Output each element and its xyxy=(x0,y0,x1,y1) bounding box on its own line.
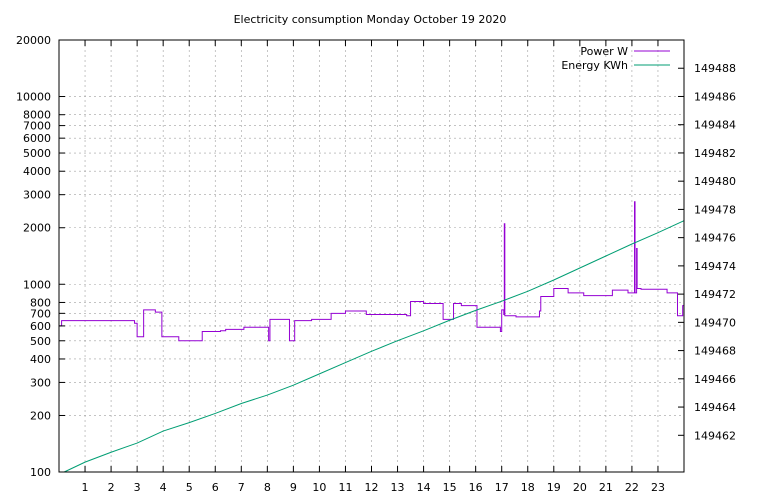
series-line-power xyxy=(59,201,684,342)
y2-tick-label: 149478 xyxy=(694,203,736,216)
y-tick-label: 10000 xyxy=(16,91,51,104)
y2-tick-label: 149462 xyxy=(694,429,736,442)
chart-title: Electricity consumption Monday October 1… xyxy=(234,13,507,26)
y-tick-label: 300 xyxy=(30,376,51,389)
y-tick-label: 3000 xyxy=(23,189,51,202)
y-tick-label: 100 xyxy=(30,466,51,479)
y2-tick-label: 149472 xyxy=(694,288,736,301)
x-tick-label: 16 xyxy=(469,481,483,494)
x-tick-label: 1 xyxy=(82,481,89,494)
y-tick-label: 500 xyxy=(30,335,51,348)
x-tick-label: 15 xyxy=(443,481,457,494)
x-tick-label: 17 xyxy=(495,481,509,494)
series-line-energy xyxy=(63,220,685,473)
y-tick-label: 1000 xyxy=(23,278,51,291)
x-tick-label: 13 xyxy=(391,481,405,494)
y2-tick-label: 149470 xyxy=(694,316,736,329)
x-tick-label: 8 xyxy=(264,481,271,494)
y-tick-label: 600 xyxy=(30,320,51,333)
x-tick-label: 5 xyxy=(186,481,193,494)
y2-tick-label: 149484 xyxy=(694,119,736,132)
y2-tick-label: 149488 xyxy=(694,62,736,75)
x-tick-label: 9 xyxy=(290,481,297,494)
plot-frame xyxy=(58,39,685,473)
y2-tick-label: 149482 xyxy=(694,147,736,160)
y-tick-label: 2000 xyxy=(23,222,51,235)
y-tick-label: 6000 xyxy=(23,132,51,145)
y2-tick-label: 149480 xyxy=(694,175,736,188)
x-tick-label: 3 xyxy=(134,481,141,494)
y-tick-label: 4000 xyxy=(23,165,51,178)
x-tick-label: 23 xyxy=(651,481,665,494)
y2-tick-label: 149464 xyxy=(694,401,736,414)
y-tick-label: 400 xyxy=(30,353,51,366)
grid-lines xyxy=(59,39,684,473)
plot-area xyxy=(59,201,685,473)
legend-label-energy: Energy KWh xyxy=(561,59,628,72)
legend-label-power: Power W xyxy=(580,45,628,58)
x-tick-label: 7 xyxy=(238,481,245,494)
x-tick-label: 14 xyxy=(417,481,431,494)
legend: Power W Energy KWh xyxy=(561,45,670,72)
x-tick-label: 20 xyxy=(573,481,587,494)
x-tick-label: 19 xyxy=(547,481,561,494)
x-tick-label: 12 xyxy=(365,481,379,494)
y2-tick-label: 149468 xyxy=(694,345,736,358)
x-tick-label: 10 xyxy=(312,481,326,494)
y2-tick-label: 149474 xyxy=(694,260,736,273)
x-tick-label: 21 xyxy=(599,481,613,494)
x-tick-label: 18 xyxy=(521,481,535,494)
x-tick-label: 11 xyxy=(338,481,352,494)
x-tick-label: 2 xyxy=(108,481,115,494)
x-tick-label: 4 xyxy=(160,481,167,494)
x-tick-label: 6 xyxy=(212,481,219,494)
y-tick-label: 5000 xyxy=(23,147,51,160)
y-tick-label: 700 xyxy=(30,307,51,320)
y-tick-label: 8000 xyxy=(23,109,51,122)
y-tick-label: 200 xyxy=(30,409,51,422)
axes: 1 2 3 4 5 6 7 8 9 10 11 12 13 14 15 16 17 18 19 20 21 22 23100… xyxy=(16,34,736,494)
y2-tick-label: 149466 xyxy=(694,373,736,386)
y-tick-label: 7000 xyxy=(23,120,51,133)
y-tick-label: 20000 xyxy=(16,34,51,47)
x-tick-label: 22 xyxy=(625,481,639,494)
y2-tick-label: 149486 xyxy=(694,90,736,103)
y2-tick-label: 149476 xyxy=(694,232,736,245)
y-tick-label: 800 xyxy=(30,296,51,309)
